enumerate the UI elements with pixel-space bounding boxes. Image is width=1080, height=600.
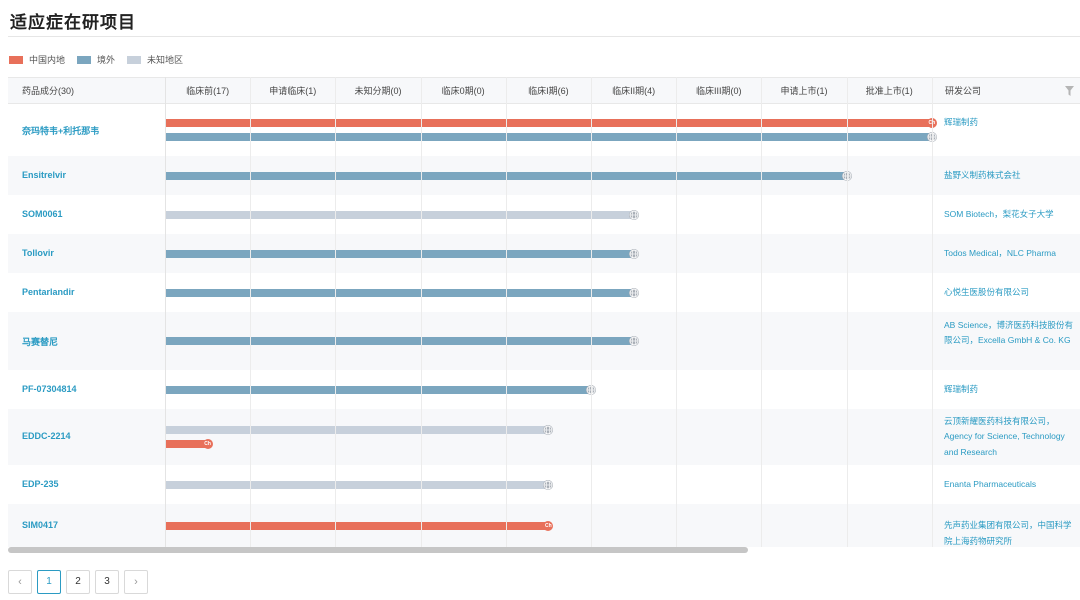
legend-item[interactable]: 中国内地 bbox=[9, 53, 65, 66]
globe-icon bbox=[628, 336, 639, 346]
table-row: Ensitrelvir 盐野义制药株式会社 bbox=[8, 156, 1080, 195]
column-divider bbox=[847, 77, 848, 547]
legend-item[interactable]: 境外 bbox=[77, 53, 115, 66]
column-header-stage: 临床I期(6) bbox=[528, 86, 569, 96]
stage-bar-overseas[interactable] bbox=[165, 288, 634, 297]
column-header-stage: 申请上市(1) bbox=[780, 86, 828, 96]
company-link[interactable]: 盐野义制药株式会社 bbox=[944, 169, 1021, 180]
stage-bar-overseas[interactable] bbox=[165, 385, 591, 394]
column-divider bbox=[761, 77, 762, 547]
column-header-stage: 临床II期(4) bbox=[612, 86, 656, 96]
horizontal-scrollbar[interactable] bbox=[8, 547, 748, 553]
drug-name-link[interactable]: 马赛替尼 bbox=[22, 337, 59, 347]
column-header-ingredient: 药品成分(30) bbox=[22, 86, 75, 96]
legend-swatch bbox=[9, 55, 23, 64]
column-divider bbox=[591, 77, 592, 547]
table-row: SIM0417 先声药业集团有限公司，中国科学院上海药物研究所 Ch bbox=[8, 504, 1080, 547]
legend-label: 未知地区 bbox=[147, 55, 184, 65]
column-header-stage: 申请临床(1) bbox=[269, 86, 317, 96]
column-header-stage: 未知分期(0) bbox=[354, 86, 402, 96]
column-divider bbox=[165, 77, 166, 547]
table-row: 马赛替尼 AB Science，博济医药科技股份有限公司，Excella GmbH… bbox=[8, 312, 1080, 370]
stage-bar-overseas[interactable] bbox=[165, 133, 932, 141]
stage-bar-cn[interactable] bbox=[165, 119, 932, 127]
stage-bar-unknown[interactable] bbox=[165, 480, 549, 489]
column-divider bbox=[421, 77, 422, 547]
stage-bar-cn[interactable] bbox=[165, 522, 549, 530]
drug-name-link[interactable]: SIM0417 bbox=[22, 520, 59, 530]
legend-swatch bbox=[127, 55, 142, 64]
title-divider bbox=[8, 36, 1080, 37]
company-link[interactable]: AB Science，博济医药科技股份有限公司，Excella GmbH & C… bbox=[944, 319, 1073, 346]
prev-page-button[interactable]: ‹ bbox=[8, 570, 32, 594]
column-divider bbox=[335, 77, 336, 547]
table-row: Pentarlandir 心悦生医股份有限公司 bbox=[8, 273, 1080, 312]
table-row: EDDC-2214 云顶新耀医药科技有限公司，Agency for Science… bbox=[8, 409, 1080, 465]
drug-name-link[interactable]: Pentarlandir bbox=[22, 286, 75, 297]
column-header-stage: 临床前(17) bbox=[186, 86, 230, 96]
column-divider bbox=[932, 77, 933, 547]
legend-label: 境外 bbox=[97, 55, 116, 65]
globe-icon bbox=[841, 170, 852, 181]
next-page-button[interactable]: › bbox=[124, 570, 148, 594]
china-flag-icon: Ch bbox=[926, 118, 937, 128]
globe-icon bbox=[543, 425, 554, 435]
legend: 中国内地 境外 未知地区 bbox=[9, 53, 195, 66]
china-flag-icon: Ch bbox=[543, 521, 554, 531]
company-link[interactable]: 辉瑞制药 bbox=[944, 383, 979, 394]
company-link[interactable]: SOM Biotech，梨花女子大学 bbox=[944, 208, 1054, 219]
table-row: EDP-235 Enanta Pharmaceuticals bbox=[8, 465, 1080, 504]
drug-name-link[interactable]: SOM0061 bbox=[22, 208, 63, 219]
globe-icon bbox=[628, 209, 639, 220]
page-button[interactable]: 3 bbox=[95, 570, 119, 594]
company-link[interactable]: 辉瑞制药 bbox=[944, 116, 979, 127]
stage-bar-overseas[interactable] bbox=[165, 249, 634, 258]
company-link[interactable]: 心悦生医股份有限公司 bbox=[944, 286, 1030, 297]
column-divider bbox=[676, 77, 677, 547]
stage-bar-unknown[interactable] bbox=[165, 210, 634, 219]
table-row: SOM0061 SOM Biotech，梨花女子大学 bbox=[8, 195, 1080, 234]
column-divider bbox=[250, 77, 251, 547]
globe-icon bbox=[926, 132, 937, 142]
company-link[interactable]: 云顶新耀医药科技有限公司，Agency for Science, Technol… bbox=[944, 415, 1065, 457]
stage-bar-unknown[interactable] bbox=[165, 426, 549, 434]
drug-name-link[interactable]: 奈玛特韦+利托那韦 bbox=[22, 126, 100, 136]
globe-icon bbox=[628, 287, 639, 298]
stage-bar-overseas[interactable] bbox=[165, 171, 847, 180]
page-button[interactable]: 2 bbox=[66, 570, 90, 594]
table-row: Tollovir Todos Medical，NLC Pharma bbox=[8, 234, 1080, 273]
stage-bar-cn[interactable] bbox=[165, 440, 208, 448]
globe-icon bbox=[628, 248, 639, 259]
drug-name-link[interactable]: EDDC-2214 bbox=[22, 431, 71, 441]
legend-label: 中国内地 bbox=[29, 55, 66, 65]
page-button[interactable]: 1 bbox=[37, 570, 61, 594]
globe-icon bbox=[543, 479, 554, 490]
column-header-stage: 临床III期(0) bbox=[696, 86, 742, 96]
china-flag-icon: Ch bbox=[202, 439, 213, 449]
legend-swatch bbox=[77, 55, 92, 64]
pipeline-table: 药品成分(30) 临床前(17) 申请临床(1) 未知分期(0) 临床0期(0) 临床I期… bbox=[8, 77, 1080, 547]
legend-item[interactable]: 未知地区 bbox=[127, 53, 183, 66]
drug-name-link[interactable]: Tollovir bbox=[22, 247, 54, 258]
company-link[interactable]: Todos Medical，NLC Pharma bbox=[944, 247, 1056, 258]
page-title: 适应症在研项目 bbox=[10, 13, 136, 32]
column-header-stage: 批准上市(1) bbox=[865, 86, 913, 96]
table-row: PF-07304814 辉瑞制药 bbox=[8, 370, 1080, 409]
drug-name-link[interactable]: EDP-235 bbox=[22, 478, 59, 489]
drug-name-link[interactable]: Ensitrelvir bbox=[22, 169, 67, 180]
column-header-stage: 临床0期(0) bbox=[441, 86, 485, 96]
company-link[interactable]: 先声药业集团有限公司，中国科学院上海药物研究所 bbox=[944, 520, 1072, 546]
column-divider bbox=[506, 77, 507, 547]
drug-name-link[interactable]: PF-07304814 bbox=[22, 383, 77, 394]
table-header: 药品成分(30) 临床前(17) 申请临床(1) 未知分期(0) 临床0期(0) 临床I期… bbox=[8, 77, 1080, 104]
filter-icon[interactable] bbox=[1065, 86, 1074, 96]
table-row: 奈玛特韦+利托那韦 辉瑞制药 Ch bbox=[8, 104, 1080, 156]
stage-bar-overseas[interactable] bbox=[165, 337, 634, 345]
column-header-company: 研发公司 bbox=[945, 86, 982, 96]
company-link[interactable]: Enanta Pharmaceuticals bbox=[944, 478, 1037, 489]
pagination: ‹ 1 2 3 › bbox=[8, 570, 153, 594]
